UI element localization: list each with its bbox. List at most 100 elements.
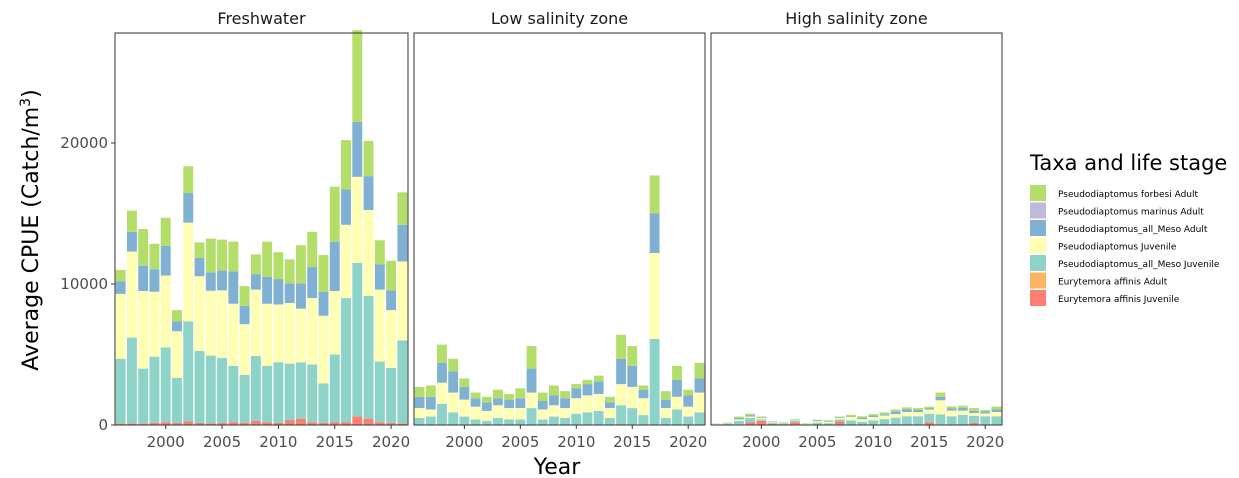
bar-segment — [172, 377, 182, 423]
legend-entry-label: Pseudodiaptomus Juvenile — [1058, 243, 1177, 253]
bar-segment — [969, 413, 979, 416]
bar-segment — [262, 276, 273, 304]
bar-segment — [823, 421, 834, 422]
bar-segment — [537, 401, 548, 410]
bar-segment — [386, 422, 397, 425]
bar-segment — [694, 392, 705, 413]
bar-segment — [448, 412, 459, 425]
panel-3: High salinity zone 2000 2005 2010 2015 2020 — [710, 9, 1004, 451]
bar-segment — [857, 421, 868, 425]
bar-segment — [414, 417, 425, 425]
bar-segment — [273, 279, 284, 305]
bar-segment — [616, 384, 626, 406]
bar-segment — [228, 241, 239, 272]
y-axis-label-superscript: 3 — [18, 98, 34, 107]
bar-segment — [913, 408, 923, 410]
legend-entry-label: Pseudodiaptomus_all_Meso Adult — [1058, 225, 1208, 235]
bar-segment — [115, 293, 126, 359]
legend-title: Taxa and life stage — [1029, 151, 1227, 175]
bar-segment — [425, 396, 436, 410]
bar-segment — [437, 362, 447, 383]
x-tick-label: 2020 — [372, 433, 410, 451]
bar-segment — [172, 422, 182, 425]
bar-segment — [115, 358, 126, 424]
bar-segment — [481, 402, 492, 411]
bar-segment — [352, 30, 363, 122]
bar-segment — [649, 338, 660, 425]
bar-segment — [352, 176, 363, 263]
x-tick-label: 2015 — [910, 433, 948, 451]
bar-segment — [890, 411, 901, 415]
legend-swatch — [1030, 290, 1046, 306]
bar-segment — [901, 409, 912, 413]
bar-segment — [126, 423, 137, 425]
bar-segment — [437, 382, 447, 404]
bar-segment — [969, 415, 979, 423]
bar-segment — [374, 422, 385, 425]
bar-segment — [845, 416, 856, 417]
bar-segment — [138, 229, 149, 266]
bar-segment — [262, 422, 273, 425]
bar-segment — [526, 346, 537, 369]
bar-segment — [901, 416, 912, 425]
bar-segment — [924, 406, 935, 409]
bar-segment — [481, 420, 492, 425]
bar-segment — [627, 408, 638, 425]
bar-segment — [935, 396, 946, 401]
bar-segment — [638, 398, 649, 416]
bar-segment — [250, 355, 261, 421]
bar-segment — [593, 393, 604, 411]
bar-segment — [890, 417, 901, 425]
bar-segment — [515, 398, 526, 409]
y-axis-label-close: ) — [19, 89, 44, 98]
bar-segment — [756, 416, 767, 418]
bar-segment — [778, 423, 789, 425]
bar-segment — [183, 166, 194, 194]
x-tick-label: 2000 — [742, 433, 780, 451]
bar-segment — [672, 365, 682, 380]
x-tick-label: 2010 — [259, 433, 297, 451]
bar-segment — [470, 392, 481, 399]
x-tick-label: 2015 — [613, 433, 651, 451]
bar-segment — [924, 408, 935, 410]
bar-segment — [638, 389, 649, 399]
bar-segment — [790, 420, 800, 423]
bar-segment — [172, 331, 182, 378]
bar-segment — [386, 310, 397, 368]
bar-segment — [470, 398, 481, 407]
bar-segment — [756, 420, 767, 425]
bar-segment — [790, 422, 800, 425]
bar-segment — [812, 420, 823, 422]
bar-segment — [991, 412, 1002, 417]
bar-segment — [183, 193, 194, 223]
bar-segment — [593, 375, 604, 382]
bar-segment — [172, 310, 182, 322]
bar-segment — [341, 224, 351, 299]
bar-segment — [194, 276, 205, 351]
bar-segment — [969, 410, 979, 414]
bar-segment — [194, 350, 205, 423]
x-tick-label: 2020 — [669, 433, 707, 451]
bar-segment — [834, 416, 845, 418]
bar-segment — [745, 413, 756, 416]
bar-segment — [307, 364, 318, 423]
bar-segment — [239, 374, 250, 423]
bar-segment — [745, 422, 756, 425]
bar-segment — [767, 422, 778, 424]
bar-segment — [767, 423, 778, 424]
bar-segment — [284, 363, 295, 421]
bar-segment — [980, 411, 991, 414]
bar-segment — [980, 413, 991, 417]
bar-segment — [901, 412, 912, 417]
legend: Taxa and life stage Pseudodiaptomus forbe… — [1029, 151, 1227, 306]
bar-segment — [459, 386, 470, 400]
bar-segment — [397, 340, 408, 424]
bar-segment — [812, 419, 823, 421]
bar-segment — [834, 417, 845, 418]
bar-segment — [946, 410, 957, 417]
bar-segment — [329, 186, 340, 242]
bar-segment — [352, 416, 363, 425]
bar-segment — [115, 423, 126, 425]
x-tick-label: 2005 — [501, 433, 539, 451]
bar-segment — [307, 267, 318, 299]
